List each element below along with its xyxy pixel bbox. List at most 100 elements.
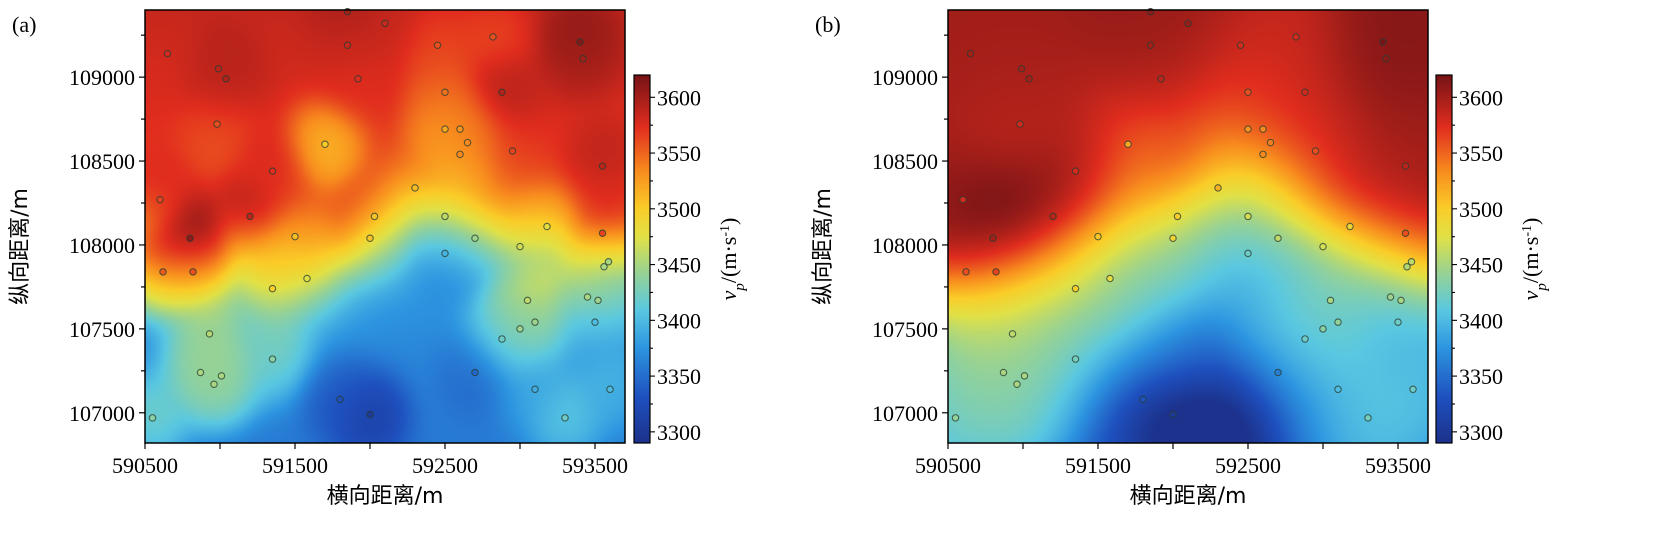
station-point xyxy=(1397,296,1405,305)
x-tick-label: 592500 xyxy=(1215,453,1281,478)
station-point xyxy=(1244,88,1252,96)
station-point xyxy=(268,167,277,175)
colorbar-tick-label: 3550 xyxy=(657,141,701,166)
x-tick-label: 590500 xyxy=(915,453,981,478)
station-point xyxy=(205,330,214,338)
station-point xyxy=(1326,296,1335,305)
colorbar-tick-label: 3300 xyxy=(657,420,701,445)
colorbar-gradient xyxy=(1436,75,1452,443)
station-point xyxy=(992,268,1000,276)
colorbar-tick-label: 3400 xyxy=(657,308,701,333)
station-point xyxy=(576,38,584,46)
station-point xyxy=(411,184,419,192)
station-point xyxy=(303,274,311,283)
station-point xyxy=(1259,150,1267,159)
colorbar: 3300 3350 3400 3450 3500 3550 3600 vp/(m·s-1) xyxy=(633,74,748,445)
station-point xyxy=(1071,284,1080,293)
panel-label: (a) xyxy=(12,12,36,37)
colorbar-ticks: 3300 3350 3400 3450 3500 3550 3600 xyxy=(650,85,701,445)
station-point xyxy=(498,88,506,96)
station-point xyxy=(1008,330,1017,338)
panel-a: (a) 590500 591500 592500 593500 107000 10750… xyxy=(8,7,748,509)
station-point xyxy=(148,414,157,422)
station-point xyxy=(1139,395,1147,404)
y-tick-label: 107500 xyxy=(69,317,135,342)
station-point xyxy=(1301,335,1309,343)
colorbar: 3300 3350 3400 3450 3500 3550 3600 vp/(m·s-1) xyxy=(1435,74,1550,445)
station-point xyxy=(1319,242,1327,251)
station-point xyxy=(354,75,362,83)
station-point xyxy=(598,229,607,237)
station-point xyxy=(441,249,449,258)
y-axis-title: 纵向距离/m xyxy=(811,188,836,305)
station-point xyxy=(268,284,277,293)
station-point xyxy=(1049,212,1057,221)
y-tick-label: 107500 xyxy=(872,317,938,342)
station-point xyxy=(1394,318,1402,326)
station-point xyxy=(516,325,524,333)
station-point xyxy=(962,268,970,276)
station-point xyxy=(1346,222,1354,231)
station-point xyxy=(966,49,975,58)
station-point xyxy=(989,234,997,242)
station-point xyxy=(366,234,374,242)
x-axis-title: 横向距离/m xyxy=(1130,484,1247,509)
station-point xyxy=(1266,138,1275,147)
colorbar-tick-label: 3600 xyxy=(1459,85,1503,110)
station-point xyxy=(1379,38,1387,46)
station-point xyxy=(471,368,479,377)
station-point xyxy=(531,385,539,394)
colorbar-frame xyxy=(633,74,651,444)
x-axis: 590500 591500 592500 593500 xyxy=(112,443,628,478)
station-point xyxy=(1274,368,1282,377)
station-point xyxy=(1146,41,1155,49)
x-tick-label: 591500 xyxy=(262,453,328,478)
station-point xyxy=(1020,372,1029,380)
station-point xyxy=(268,355,277,363)
station-point xyxy=(456,125,464,133)
station-point xyxy=(1184,19,1192,28)
station-point xyxy=(366,410,374,419)
station-point xyxy=(456,150,464,159)
station-point xyxy=(583,293,592,301)
station-point xyxy=(471,234,479,242)
station-point xyxy=(186,234,194,242)
station-point xyxy=(246,212,254,221)
station-point xyxy=(214,64,223,73)
station-point xyxy=(1407,257,1416,266)
station-point xyxy=(1169,234,1177,242)
station-point xyxy=(441,125,449,133)
station-point xyxy=(1214,184,1222,192)
station-point xyxy=(999,368,1008,377)
colorbar-tick-label: 3550 xyxy=(1459,141,1503,166)
y-axis: 107000 107500 108000 108500 109000 xyxy=(872,34,948,426)
station-point xyxy=(1169,410,1177,419)
station-markers xyxy=(148,7,614,422)
station-point xyxy=(516,242,524,251)
y-tick-label: 108500 xyxy=(872,149,938,174)
colorbar-tick-label: 3400 xyxy=(1459,308,1503,333)
y-tick-label: 109000 xyxy=(872,65,938,90)
station-point xyxy=(291,232,299,241)
station-point xyxy=(441,212,449,221)
station-point xyxy=(433,41,442,49)
station-point xyxy=(600,263,608,271)
x-axis: 590500 591500 592500 593500 xyxy=(915,443,1431,478)
station-point xyxy=(1236,41,1245,49)
colorbar-ticks: 3300 3350 3400 3450 3500 3550 3600 xyxy=(1452,85,1503,445)
station-point xyxy=(159,268,167,276)
colorbar-title: vp/(m·s-1) xyxy=(1518,218,1550,301)
station-point xyxy=(196,368,205,377)
colorbar-tick-label: 3500 xyxy=(1459,197,1503,222)
station-point xyxy=(1013,380,1021,389)
x-axis-title: 横向距离/m xyxy=(327,484,444,509)
x-tick-label: 593500 xyxy=(1365,453,1431,478)
panel-label: (b) xyxy=(815,12,841,37)
station-point xyxy=(1401,229,1410,237)
station-point xyxy=(1292,33,1300,41)
station-point xyxy=(441,88,449,96)
panel-b: (b) 590500 591500 592500 593500 107000 10750… xyxy=(811,7,1550,509)
colorbar-tick-label: 3450 xyxy=(657,253,701,278)
station-point xyxy=(1244,212,1252,221)
x-tick-label: 590500 xyxy=(112,453,178,478)
